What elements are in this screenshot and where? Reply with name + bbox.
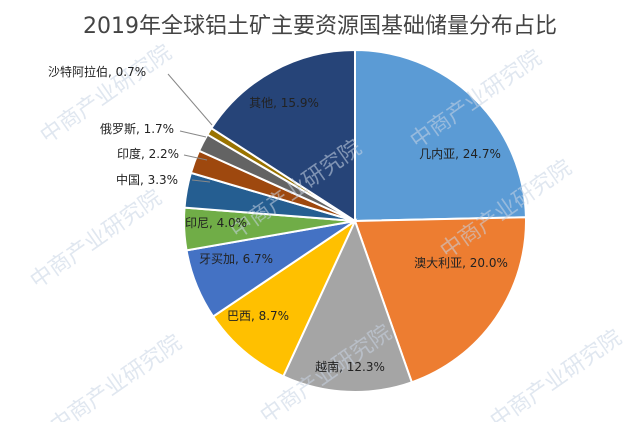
slice-label-6: 中国, 3.3% bbox=[116, 172, 178, 187]
pie-slice-10 bbox=[209, 48, 356, 223]
slice-label-1: 澳大利亚, 20.0% bbox=[414, 256, 508, 270]
pie-slices bbox=[183, 48, 527, 393]
pie-slice-0 bbox=[354, 48, 527, 223]
slice-label-7: 印度, 2.2% bbox=[117, 146, 179, 161]
slice-label-10: 其他, 15.9% bbox=[249, 96, 319, 110]
slice-label-0: 几内亚, 24.7% bbox=[419, 147, 501, 161]
pie-slice-3 bbox=[211, 218, 358, 378]
leader-line-8 bbox=[179, 130, 207, 138]
slice-label-2: 越南, 12.3% bbox=[315, 359, 385, 374]
watermark-text: 中商产业研究院 bbox=[26, 185, 167, 294]
slice-label-9: 沙特阿拉伯, 0.7% bbox=[48, 64, 146, 79]
watermark-text: 中商产业研究院 bbox=[46, 330, 187, 422]
pie-slice-2 bbox=[281, 218, 414, 393]
leader-line-7 bbox=[183, 154, 208, 161]
slice-label-5: 印尼, 4.0% bbox=[185, 216, 247, 230]
leader-line-9 bbox=[167, 73, 213, 126]
leader-line-6 bbox=[191, 179, 211, 183]
slice-label-3: 巴西, 8.7% bbox=[227, 309, 289, 323]
watermark-text: 中商产业研究院 bbox=[486, 325, 627, 422]
slice-label-4: 牙买加, 6.7% bbox=[199, 252, 273, 266]
chart-title: 2019年全球铝土矿主要资源国基础储量分布占比 bbox=[83, 14, 557, 39]
slice-label-8: 俄罗斯, 1.7% bbox=[100, 122, 174, 136]
